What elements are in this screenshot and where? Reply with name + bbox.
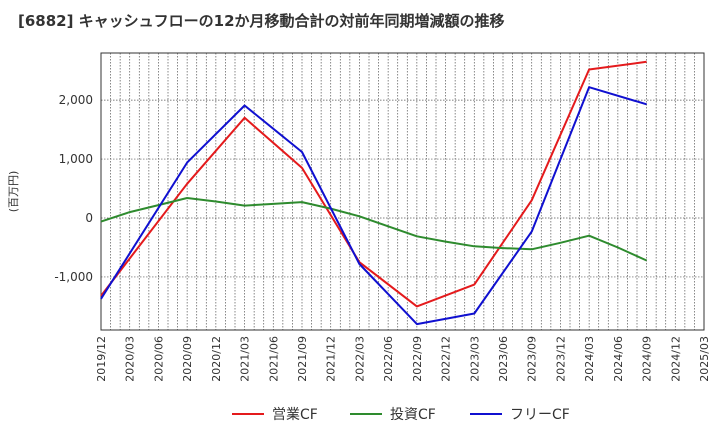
series-line xyxy=(100,86,647,326)
x-tick-label: 2022/03 xyxy=(353,336,366,382)
y-tick-label: 0 xyxy=(85,211,93,225)
y-axis-label: (百万円) xyxy=(7,171,20,213)
x-tick-label: 2022/06 xyxy=(382,336,395,382)
legend-label: 投資CF xyxy=(390,407,436,423)
legend-label: 営業CF xyxy=(272,407,318,423)
x-tick-label: 2023/09 xyxy=(526,336,539,382)
x-tick-label: 2020/03 xyxy=(124,336,137,382)
y-tick-label: 2,000 xyxy=(59,93,93,107)
x-tick-label: 2022/12 xyxy=(440,336,453,382)
x-tick-label: 2024/03 xyxy=(583,336,596,382)
x-tick-label: 2024/06 xyxy=(612,336,625,382)
x-tick-label: 2020/09 xyxy=(181,336,194,382)
plot-area xyxy=(101,53,704,330)
x-tick-label: 2019/12 xyxy=(95,336,108,382)
legend-label: フリーCF xyxy=(510,407,570,423)
x-tick-label: 2024/12 xyxy=(669,336,682,382)
chart-title: [6882] キャッシュフローの12か月移動合計の対前年同期増減額の推移 xyxy=(18,12,505,30)
x-tick-label: 2024/09 xyxy=(641,336,654,382)
x-tick-label: 2023/03 xyxy=(468,336,481,382)
x-tick-label: 2020/12 xyxy=(210,336,223,382)
plot-frame xyxy=(100,52,705,331)
x-tick-label: 2020/06 xyxy=(152,336,165,382)
series-line xyxy=(100,60,647,308)
x-tick-label: 2021/12 xyxy=(325,336,338,382)
series-line xyxy=(100,197,648,262)
x-tick-label: 2021/06 xyxy=(267,336,280,382)
x-tick-label: 2025/03 xyxy=(698,336,711,382)
x-tick-label: 2021/09 xyxy=(296,336,309,382)
x-tick-label: 2023/06 xyxy=(497,336,510,382)
x-tick-label: 2022/09 xyxy=(411,336,424,382)
x-tick-label: 2023/12 xyxy=(554,336,567,382)
y-tick-label: -1,000 xyxy=(54,270,93,284)
x-tick-label: 2021/03 xyxy=(239,336,252,382)
y-tick-label: 1,000 xyxy=(59,152,93,166)
